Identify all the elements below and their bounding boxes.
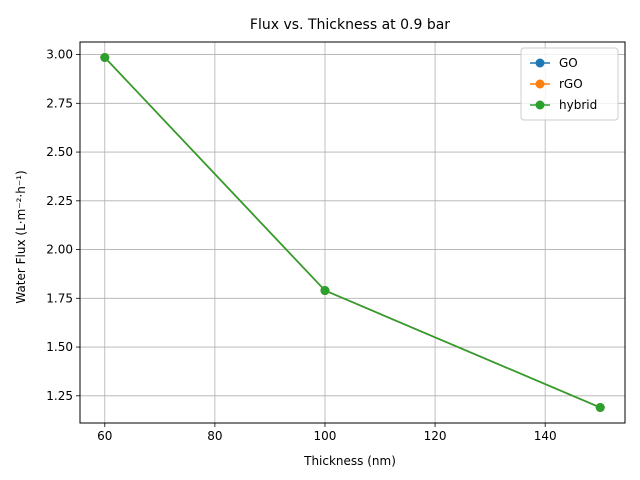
x-axis-ticks: 60 80 100 120 140 (97, 423, 557, 443)
y-tick-label: 1.25 (46, 389, 73, 403)
x-tick-label: 100 (314, 429, 337, 443)
grid (80, 42, 625, 423)
data-point (595, 402, 605, 412)
x-tick-label: 120 (424, 429, 447, 443)
x-tick-label: 140 (534, 429, 557, 443)
y-tick-label: 2.75 (46, 96, 73, 110)
y-tick-label: 2.25 (46, 194, 73, 208)
data-point (100, 53, 110, 63)
y-tick-label: 2.50 (46, 145, 73, 159)
y-axis-label: Water Flux (L·m⁻²·h⁻¹) (14, 170, 28, 303)
legend-item: hybrid (530, 98, 597, 112)
legend-label: GO (559, 56, 578, 70)
legend-box (520, 47, 619, 121)
data-point (320, 286, 330, 296)
y-tick-label: 2.00 (46, 243, 73, 257)
legend-marker (535, 79, 545, 89)
x-tick-label: 60 (97, 429, 112, 443)
legend-label: rGO (559, 77, 583, 91)
legend-item: GO (530, 56, 578, 70)
y-tick-label: 3.00 (46, 48, 73, 62)
x-axis-label: Thickness (nm) (303, 454, 396, 468)
legend: GO rGO hybrid (520, 47, 619, 121)
series-layer (100, 53, 605, 412)
series-hybrid (100, 53, 605, 412)
y-axis-ticks: 1.25 1.50 1.75 2.00 2.25 2.50 2.75 3.00 (46, 48, 80, 403)
chart-title: Flux vs. Thickness at 0.9 bar (250, 17, 450, 33)
legend-marker (535, 100, 545, 110)
x-tick-label: 80 (207, 429, 222, 443)
plot-frame (79, 41, 626, 424)
y-tick-label: 1.75 (46, 291, 73, 305)
y-tick-label: 1.50 (46, 340, 73, 354)
legend-marker (535, 58, 545, 68)
legend-item: rGO (530, 77, 583, 91)
legend-label: hybrid (559, 98, 597, 112)
